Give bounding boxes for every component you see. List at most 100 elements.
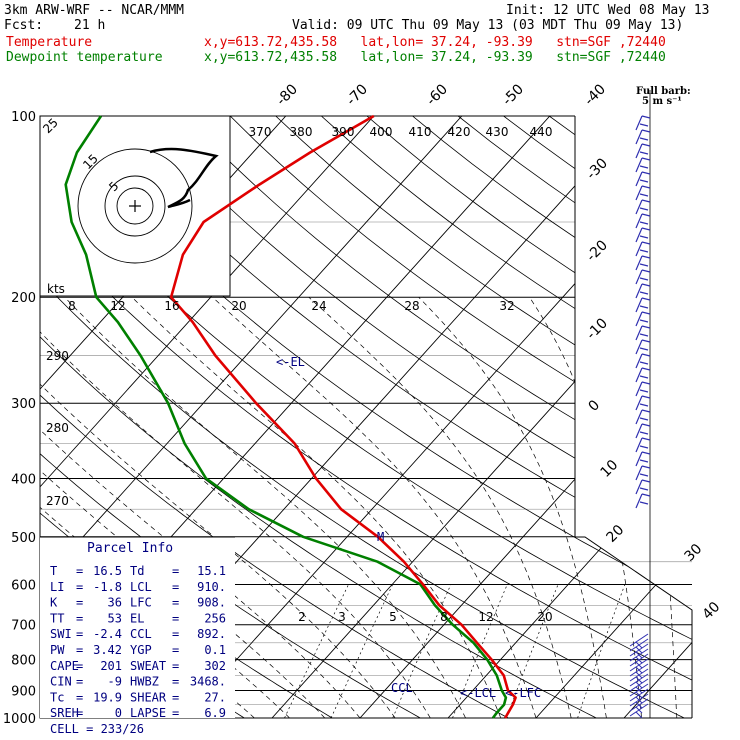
pressure-label-500: 500: [11, 531, 36, 546]
isotherm-line: [271, 116, 692, 718]
parcel-value: 302: [204, 659, 226, 673]
lcl-marker: <-LCL: [460, 686, 496, 700]
parcel-value: 201: [100, 659, 122, 673]
parcel-eq: =: [76, 706, 83, 720]
wind-barb: [635, 395, 651, 411]
frame-right: [574, 116, 693, 718]
parcel-eq: =: [172, 690, 179, 704]
moist-adiabat: [40, 296, 431, 718]
parcel-eq: =: [172, 611, 179, 625]
parcel-value: 910.: [197, 580, 226, 594]
mixing-ratio-label-20: 20: [537, 610, 552, 624]
theta-label-400: 400: [370, 125, 393, 139]
isotherm-label-20: 20: [604, 522, 628, 546]
parcel-key: TT: [50, 611, 64, 625]
isotherm-line: [712, 116, 740, 718]
isotherm-label-0: 0: [586, 397, 604, 415]
dry-adiabat: [503, 116, 692, 718]
parcel-key: LFC: [130, 596, 152, 610]
dry-adiabat: [275, 116, 692, 718]
parcel-eq: =: [172, 659, 179, 673]
isotherm-label--10: -10: [584, 315, 611, 342]
wind-barb-low: [629, 703, 649, 719]
hodo-speed-label-32: 32: [499, 299, 514, 313]
parcel-value: 27.: [204, 690, 226, 704]
parcel-value: 3468.: [190, 675, 226, 689]
isotherm-label--50: -50: [500, 81, 527, 108]
parcel-box-bg: [40, 537, 235, 718]
dry-adiabat: [40, 116, 533, 718]
isotherm-label-40: 40: [700, 599, 724, 623]
moist-adiabat: [308, 296, 572, 718]
wind-barb: [635, 437, 651, 453]
hodo-speed-label-20: 20: [231, 299, 246, 313]
dry-adiabat: [40, 116, 692, 718]
dry-adiabat: [40, 116, 692, 718]
init-time: Init: 12 UTC Wed 08 May 13: [506, 3, 710, 18]
mixing-ratio-label-3: 3: [338, 610, 346, 624]
mixing-ratio-label-12: 12: [478, 610, 493, 624]
wind-barb: [635, 451, 651, 467]
parcel-key: SWI: [50, 627, 72, 641]
wind-barb: [635, 325, 651, 341]
isotherm-label-10: 10: [598, 457, 622, 481]
dry-adiabat: [40, 116, 692, 718]
parcel-eq: =: [76, 643, 83, 657]
moist-adiabat: [212, 296, 537, 718]
parcel-value: 16.5: [93, 564, 122, 578]
moist-adiabat: [704, 297, 712, 718]
parcel-eq: =: [76, 596, 83, 610]
theta-label-440: 440: [530, 125, 553, 139]
parcel-key: CAPE: [50, 659, 79, 673]
parcel-value: 6.9: [204, 706, 226, 720]
hodograph-trace: [149, 147, 219, 209]
isotherm-line: [623, 116, 692, 718]
wind-barb: [635, 115, 651, 131]
parcel-key: CCL: [130, 627, 152, 641]
dry-adiabat: [138, 116, 692, 718]
isotherm-label--20: -20: [584, 237, 611, 264]
parcel-key: PW: [50, 643, 65, 657]
wind-barb: [635, 199, 651, 215]
moist-adiabat: [40, 296, 290, 718]
parcel-key: LI: [50, 580, 64, 594]
parcel-value: 892.: [197, 627, 226, 641]
wind-barb: [635, 409, 651, 425]
moist-adiabat: [529, 297, 642, 718]
moist-adiabat: [625, 297, 678, 718]
parcel-cell: CELL = 233/26: [50, 722, 144, 736]
parcel-value: -1.8: [93, 580, 122, 594]
pressure-label-100: 100: [11, 110, 36, 125]
wind-barb: [635, 311, 651, 327]
lfc-marker: <-LFC: [505, 686, 541, 700]
parcel-value: 908.: [197, 596, 226, 610]
parcel-eq: =: [76, 611, 83, 625]
temperature-location: x,y=613.72,435.58 lat,lon= 37.24, -93.39…: [204, 35, 666, 50]
parcel-eq: =: [76, 564, 83, 578]
temperature-profile: [169, 114, 517, 719]
parcel-eq: =: [172, 564, 179, 578]
dewpoint-location: x,y=613.72,435.58 lat,lon= 37.24, -93.39…: [204, 50, 666, 65]
parcel-info-title: Parcel Info: [87, 541, 173, 556]
moist-adiabat: [418, 296, 607, 718]
full-barb-label: Full barb:: [636, 86, 691, 97]
wind-barb: [635, 339, 651, 355]
theta-left-label-290: 290: [46, 349, 69, 363]
dry-adiabat: [366, 116, 692, 718]
pressure-label-300: 300: [11, 397, 36, 412]
parcel-key: LAPSE: [130, 706, 166, 720]
wind-barb: [635, 227, 651, 243]
theta-left-label-270: 270: [46, 494, 69, 508]
parcel-eq: =: [76, 690, 83, 704]
parcel-value: -2.4: [93, 627, 122, 641]
ccl-marker: CCL: [391, 681, 413, 695]
theta-label-370: 370: [249, 125, 272, 139]
mixing-ratio-line: [330, 584, 394, 718]
theta-label-390: 390: [332, 125, 355, 139]
parcel-value: -9: [108, 675, 122, 689]
wind-barbs: Full barb:5 m s⁻¹: [629, 86, 691, 719]
mixing-ratio-line: [577, 584, 626, 718]
hodo-speed-label-12: 12: [110, 299, 125, 313]
parcel-value: 36: [108, 596, 122, 610]
